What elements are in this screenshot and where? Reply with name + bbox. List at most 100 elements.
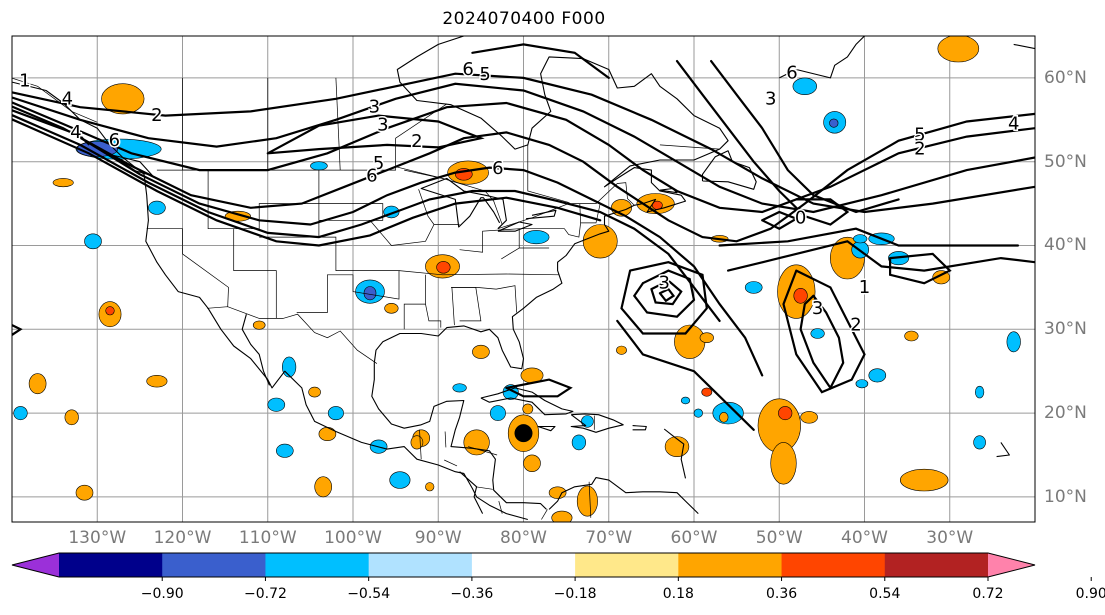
contour-line (632, 269, 696, 318)
positive-anomaly-blob (436, 261, 451, 274)
coastline-path (1013, 43, 1035, 50)
longitude-label: 100°W (324, 528, 382, 548)
colorbar-tick-label: −0.54 (347, 586, 391, 602)
positive-anomaly-blob (425, 482, 435, 492)
negative-anomaly-blob (327, 406, 344, 421)
negative-anomaly-blob (974, 385, 985, 399)
positive-anomaly-blob (146, 375, 168, 388)
border-path (182, 77, 269, 171)
border-path (398, 270, 560, 276)
negative-anomaly-blob (792, 77, 817, 96)
colorbar-tick-label: 0.90 (1075, 586, 1105, 602)
coastline-path (548, 477, 699, 514)
contour-label: 2 (411, 131, 422, 152)
positive-anomaly-blob (548, 486, 567, 499)
colorbar-tick-label: −0.36 (450, 586, 494, 602)
latitude-label: 40°N (1044, 235, 1087, 256)
positive-anomaly-blob (937, 36, 980, 63)
longitude-label: 110°W (238, 528, 297, 548)
negative-anomaly-blob (275, 443, 294, 458)
contour-line (761, 210, 799, 230)
negative-anomaly-blob (693, 408, 703, 418)
coastline-path (459, 471, 484, 514)
contour-label: 6 (786, 62, 797, 83)
negative-anomaly-blob (1006, 331, 1021, 353)
contour-line (12, 101, 1035, 214)
positive-anomaly-blob (800, 411, 818, 424)
positive-anomaly-blob (719, 411, 729, 423)
positive-anomaly-blob (899, 468, 949, 492)
positive-anomaly-blob (472, 344, 490, 359)
longitude-label: 90°W (414, 528, 462, 548)
contour-label: 4 (70, 122, 81, 143)
positive-anomaly-blob (384, 302, 399, 314)
negative-anomaly-blob (853, 234, 868, 244)
border-path (475, 486, 493, 490)
border-path (259, 236, 400, 313)
positive-anomaly-blob (105, 306, 115, 316)
border-path (233, 228, 277, 319)
positive-anomaly-blob (318, 426, 337, 441)
border-path (588, 481, 592, 518)
negative-anomaly-blob (452, 383, 467, 393)
contour-label: 4 (62, 88, 73, 109)
colorbar-tick-label: −0.72 (243, 586, 287, 602)
contour-label: 3 (658, 273, 669, 294)
contour-label: 6 (492, 158, 503, 179)
negative-anomaly-blob (855, 379, 869, 389)
contour-label: 1 (19, 71, 30, 92)
latitude-label: 10°N (1044, 486, 1087, 507)
longitude-label: 30°W (926, 528, 974, 548)
contour-label: 3 (369, 97, 380, 118)
contour-label: 2 (850, 315, 861, 336)
border-path (451, 287, 482, 326)
contour-label: 0 (795, 207, 806, 228)
negative-anomaly-blob (13, 406, 28, 421)
negative-anomaly-blob (267, 397, 286, 412)
border-path (451, 285, 518, 313)
contour-label: 3 (812, 298, 823, 319)
contour-label: 2 (151, 105, 162, 126)
coastline-path (537, 425, 556, 432)
positive-anomaly-blob (224, 210, 251, 222)
coastline-path (12, 81, 528, 521)
border-path (418, 189, 435, 225)
coastline-path (497, 221, 533, 232)
coastline-path (373, 36, 729, 370)
contour-label: 5 (914, 124, 925, 145)
positive-anomaly-blob (699, 332, 714, 344)
contour-line (12, 323, 23, 337)
contour-line (12, 113, 721, 322)
longitude-label: 120°W (153, 528, 212, 548)
longitude-label: 80°W (500, 528, 547, 548)
contour-label: 3 (377, 114, 388, 135)
negative-anomaly-blob (523, 230, 550, 245)
colorbar-tick-label: −0.18 (553, 586, 597, 602)
coastline-path (241, 314, 271, 386)
contour-line (12, 109, 764, 377)
negative-anomaly-blob (363, 286, 377, 301)
contour-label: 6 (462, 59, 473, 80)
contour-line (12, 72, 1035, 214)
coastline-path (570, 413, 624, 433)
positive-anomaly-blob (64, 409, 79, 426)
contour-label: 6 (109, 130, 120, 151)
negative-anomaly-blob (680, 396, 691, 405)
border-path (403, 274, 426, 330)
border-path (318, 203, 460, 246)
border-path (444, 459, 458, 467)
negative-anomaly-blob (973, 435, 986, 450)
negative-anomaly-blob (282, 356, 297, 378)
contour-line (505, 378, 573, 398)
coastline-path (371, 362, 547, 510)
map-title: 2024070400 F000 (442, 9, 606, 29)
negative-anomaly-blob (744, 281, 763, 294)
positive-anomaly-blob (778, 406, 793, 421)
coastline-path (701, 150, 757, 190)
positive-anomaly-blob (308, 386, 321, 398)
border-path (419, 429, 422, 460)
negative-anomaly-blob (829, 118, 839, 128)
positive-anomaly-blob (576, 485, 598, 517)
positive-anomaly-blob (551, 510, 573, 522)
